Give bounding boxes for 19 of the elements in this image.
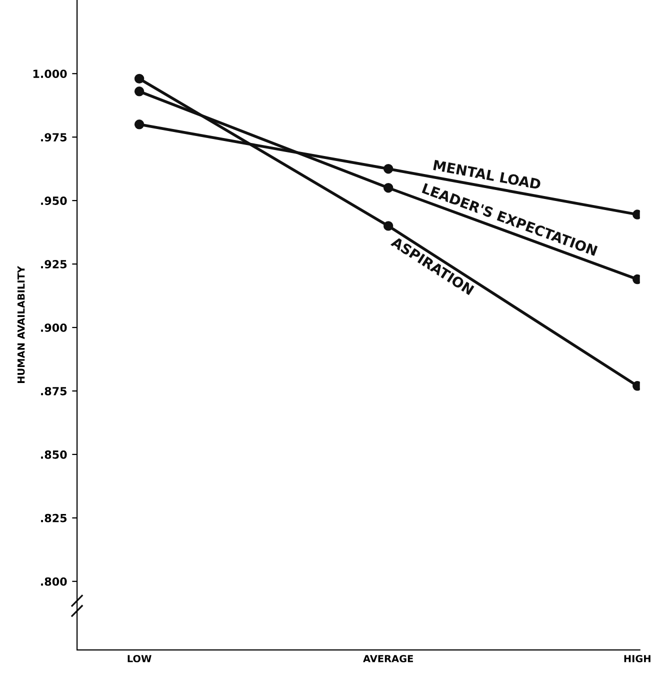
y-tick-label: .975 bbox=[41, 133, 67, 142]
point bbox=[383, 183, 394, 193]
y-tick-label: .825 bbox=[41, 514, 67, 522]
y-tick-label: 1.000 bbox=[33, 70, 67, 78]
y-tick-label: .900 bbox=[41, 323, 67, 332]
y-tick-label: .800 bbox=[41, 577, 67, 586]
point bbox=[134, 120, 144, 130]
x-tick-label: AVERAGE bbox=[363, 654, 413, 662]
point bbox=[383, 164, 394, 174]
y-axis-title: HUMAN AVAILABILITY bbox=[18, 266, 25, 383]
point bbox=[134, 86, 144, 96]
y-tick-label: .950 bbox=[41, 196, 67, 205]
y-tick-label: .875 bbox=[41, 386, 67, 396]
point bbox=[383, 221, 394, 231]
y-tick-label: .850 bbox=[41, 450, 67, 459]
x-tick-label: HIGH bbox=[624, 654, 650, 662]
point bbox=[134, 74, 144, 84]
x-tick-label: LOW bbox=[128, 654, 152, 662]
y-tick-label: .925 bbox=[41, 260, 67, 268]
